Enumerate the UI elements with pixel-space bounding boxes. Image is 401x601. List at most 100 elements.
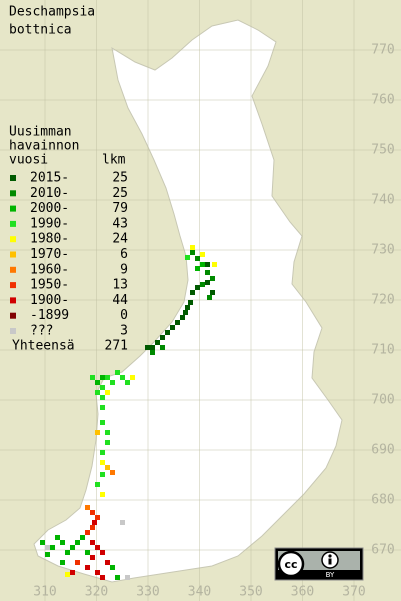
legend-swatch	[10, 297, 16, 304]
observation-cell	[90, 540, 95, 545]
observation-cell	[100, 395, 105, 400]
observation-cell	[190, 250, 195, 255]
observation-cell	[100, 460, 105, 465]
observation-cell	[105, 465, 110, 470]
observation-cell	[95, 570, 100, 575]
legend-swatch	[10, 236, 16, 243]
y-tick-label: 730	[371, 243, 394, 258]
observation-cell	[90, 525, 95, 530]
observation-cell	[150, 345, 155, 350]
x-tick-label: 360	[291, 585, 314, 600]
y-tick-label: 770	[371, 43, 394, 58]
legend-count-header: lkm	[102, 153, 126, 168]
observation-cell	[85, 565, 90, 570]
observation-cell	[105, 430, 110, 435]
observation-cell	[95, 380, 100, 385]
observation-cell	[50, 545, 55, 550]
observation-cell	[125, 380, 130, 385]
observation-cell	[145, 345, 150, 350]
observation-cell	[200, 282, 205, 287]
observation-cell	[115, 370, 120, 375]
observation-cell	[185, 255, 190, 260]
legend-count: 3	[120, 324, 128, 339]
legend-label: ???	[30, 324, 53, 339]
legend-swatch	[10, 251, 16, 258]
y-tick-label: 720	[371, 293, 394, 308]
by-text: BY	[326, 571, 335, 579]
y-tick-label: 710	[371, 343, 394, 358]
observation-cell	[175, 320, 180, 325]
observation-cell	[110, 470, 115, 475]
observation-cell	[80, 535, 85, 540]
cc-circle	[277, 550, 305, 578]
y-tick-label: 760	[371, 93, 394, 108]
legend-total-label: Yhteensä	[12, 339, 75, 354]
legend-count: 43	[112, 216, 128, 231]
observation-cell	[205, 270, 210, 275]
observation-cell	[85, 550, 90, 555]
legend-count: 79	[112, 201, 128, 216]
legend-swatch	[10, 312, 16, 319]
observation-cell	[150, 350, 155, 355]
legend-label: 2010-	[30, 186, 69, 201]
observation-cell	[100, 405, 105, 410]
observation-cell	[170, 325, 175, 330]
observation-cell	[60, 560, 65, 565]
observation-cell	[100, 375, 105, 380]
legend-label: 1960-	[30, 262, 69, 277]
cc-text: cc	[284, 558, 297, 571]
observation-cell	[45, 545, 50, 550]
observation-cell	[60, 540, 65, 545]
observation-cell	[188, 300, 193, 305]
observation-cell	[195, 285, 200, 290]
observation-cell	[180, 315, 185, 320]
observation-cell	[40, 540, 45, 545]
observation-cell	[100, 472, 105, 477]
observation-cell	[95, 515, 100, 520]
observation-cell	[205, 280, 210, 285]
x-tick-label: 310	[33, 585, 56, 600]
observation-cell	[185, 305, 190, 310]
x-tick-label: 330	[136, 585, 159, 600]
observation-cell	[190, 245, 195, 250]
title-line: Deschampsia	[9, 5, 95, 20]
observation-cell	[160, 345, 165, 350]
observation-cell	[95, 430, 100, 435]
observation-cell	[100, 385, 105, 390]
legend-count: 6	[120, 247, 128, 262]
legend-swatch	[10, 266, 16, 273]
legend-count: 44	[112, 293, 128, 308]
legend-swatch	[10, 220, 16, 227]
observation-cell	[210, 290, 215, 295]
legend-swatch	[10, 328, 16, 334]
legend-label: 1980-	[30, 232, 69, 247]
observation-cell	[120, 520, 125, 525]
observation-cell	[120, 375, 125, 380]
observation-cell	[100, 550, 105, 555]
legend-header: havainnon	[9, 139, 79, 154]
observation-cell	[210, 276, 215, 281]
observation-cell	[75, 560, 80, 565]
legend-swatch	[10, 175, 16, 181]
legend-count: 9	[120, 262, 128, 277]
observation-cell	[165, 330, 170, 335]
observation-cell	[55, 535, 60, 540]
x-tick-label: 340	[188, 585, 211, 600]
legend-count: 0	[120, 308, 128, 323]
legend-swatch	[10, 282, 16, 289]
observation-cell	[200, 262, 205, 267]
y-tick-label: 740	[371, 193, 394, 208]
license-badge: cc BY	[274, 547, 364, 581]
legend-label: 2000-	[30, 201, 69, 216]
observation-cell	[70, 545, 75, 550]
observation-cell	[110, 565, 115, 570]
x-tick-label: 370	[342, 585, 365, 600]
observation-cell	[100, 420, 105, 425]
observation-cells	[40, 245, 217, 580]
observation-cell	[70, 570, 75, 575]
observation-cell	[105, 375, 110, 380]
observation-cell	[95, 390, 100, 395]
y-tick-label: 690	[371, 443, 394, 458]
